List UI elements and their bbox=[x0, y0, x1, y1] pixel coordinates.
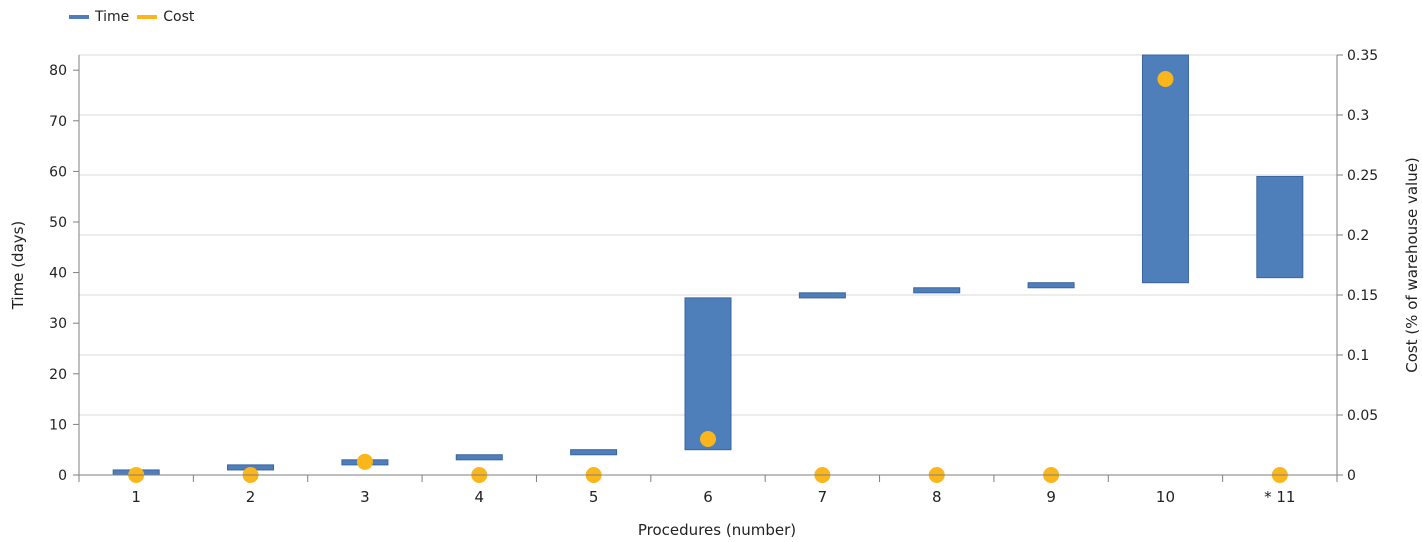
cost-point bbox=[700, 431, 716, 447]
time-bars bbox=[113, 55, 1303, 475]
left-tick-label: 30 bbox=[49, 316, 67, 332]
time-bar bbox=[799, 293, 845, 298]
x-tick-label: 2 bbox=[246, 488, 256, 506]
cost-point bbox=[357, 454, 373, 470]
right-tick-label: 0.15 bbox=[1347, 288, 1378, 304]
time-bar bbox=[456, 455, 502, 460]
left-tick-label: 40 bbox=[49, 266, 67, 282]
right-tick-label: 0 bbox=[1347, 468, 1356, 484]
x-tick-label: * 11 bbox=[1264, 488, 1295, 506]
left-tick-label: 60 bbox=[49, 164, 67, 180]
right-tick-label: 0.2 bbox=[1347, 228, 1369, 244]
x-tick-label: 1 bbox=[131, 488, 141, 506]
x-tick-label: 4 bbox=[474, 488, 484, 506]
x-tick-label: 5 bbox=[589, 488, 599, 506]
right-tick-label: 0.3 bbox=[1347, 108, 1369, 124]
time-bar bbox=[685, 298, 731, 450]
y-axis-title-left: Time (days) bbox=[9, 221, 27, 311]
right-tick-label: 0.05 bbox=[1347, 408, 1378, 424]
x-tick-label: 8 bbox=[932, 488, 942, 506]
left-tick-label: 50 bbox=[49, 215, 67, 231]
x-tick-label: 10 bbox=[1156, 488, 1175, 506]
left-tick-label: 0 bbox=[58, 468, 67, 484]
right-tick-label: 0.25 bbox=[1347, 168, 1378, 184]
time-bar bbox=[1028, 283, 1074, 288]
cost-point bbox=[1157, 71, 1173, 87]
time-bar bbox=[571, 450, 617, 455]
time-bar bbox=[1257, 176, 1303, 277]
left-tick-label: 80 bbox=[49, 63, 67, 79]
time-bar bbox=[1142, 55, 1188, 283]
x-tick-label: 6 bbox=[703, 488, 713, 506]
x-tick-label: 7 bbox=[818, 488, 828, 506]
left-tick-label: 20 bbox=[49, 367, 67, 383]
x-tick-label: 3 bbox=[360, 488, 370, 506]
time-bar bbox=[914, 288, 960, 293]
y-axis-title-right: Cost (% of warehouse value) bbox=[1403, 157, 1421, 373]
x-tick-label: 9 bbox=[1046, 488, 1056, 506]
axis-labels: 0 10 20 30 40 50 60 70 80 0 0.05 0.1 0.15 0.2 0.25 0.3 0… bbox=[9, 48, 1421, 539]
x-axis-title: Procedures (number) bbox=[638, 521, 796, 539]
left-tick-label: 10 bbox=[49, 417, 67, 433]
right-tick-label: 0.1 bbox=[1347, 348, 1369, 364]
left-tick-label: 70 bbox=[49, 114, 67, 130]
right-tick-label: 0.35 bbox=[1347, 48, 1378, 64]
